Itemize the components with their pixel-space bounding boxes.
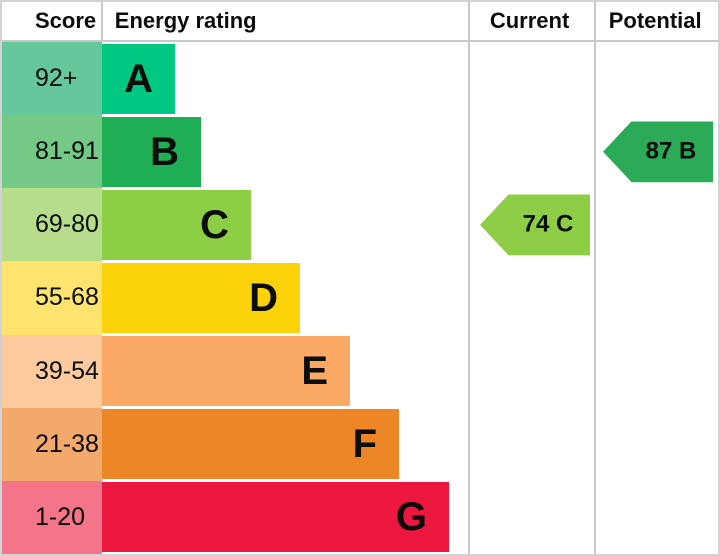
band-letter: F [352,422,377,467]
rating-bar: E [102,336,350,407]
score-cell: 69-80 [2,188,102,262]
header-current: Current [489,8,570,33]
rating-bar: G [102,482,449,553]
score-cell: 1-20 [2,480,102,554]
band-rows: 92+ A 81-91 B 87 B 69-80 C 74 C 55-68 D [2,42,718,554]
band-row-e: 39-54 E [2,334,718,408]
band-row-c: 69-80 C 74 C [2,188,718,262]
band-letter: G [395,495,427,540]
score-cell: 55-68 [2,261,102,335]
band-row-d: 55-68 D [2,261,718,335]
band-letter: A [124,56,153,101]
band-row-b: 81-91 B 87 B [2,115,718,189]
score-cell: 39-54 [2,334,102,408]
rating-bar: D [102,262,300,334]
rating-bar: A [102,43,175,114]
header-potential: Potential [608,8,702,33]
divider-current-column [468,2,470,554]
current-arrow: 74 C [480,194,590,256]
header-energy-rating: Energy rating [114,8,257,33]
band-row-g: 1-20 G [2,480,718,554]
score-cell: 92+ [2,42,102,116]
score-cell: 81-91 [2,115,102,189]
header-score: Score [35,8,97,33]
score-cell: 21-38 [2,407,102,481]
potential-arrow: 87 B [603,121,713,183]
rating-bar: F [102,409,399,480]
rating-bar: B [102,116,201,187]
band-row-f: 21-38 F [2,407,718,481]
rating-bar: C [102,189,251,260]
band-letter: E [301,349,328,394]
band-letter: B [150,129,179,174]
chart-header: Score Energy rating Current Potential [2,2,718,42]
band-row-a: 92+ A [2,42,718,116]
band-letter: D [249,275,278,320]
band-letter: C [200,202,229,247]
divider-potential-column [594,2,596,554]
divider-score-column [101,2,103,40]
